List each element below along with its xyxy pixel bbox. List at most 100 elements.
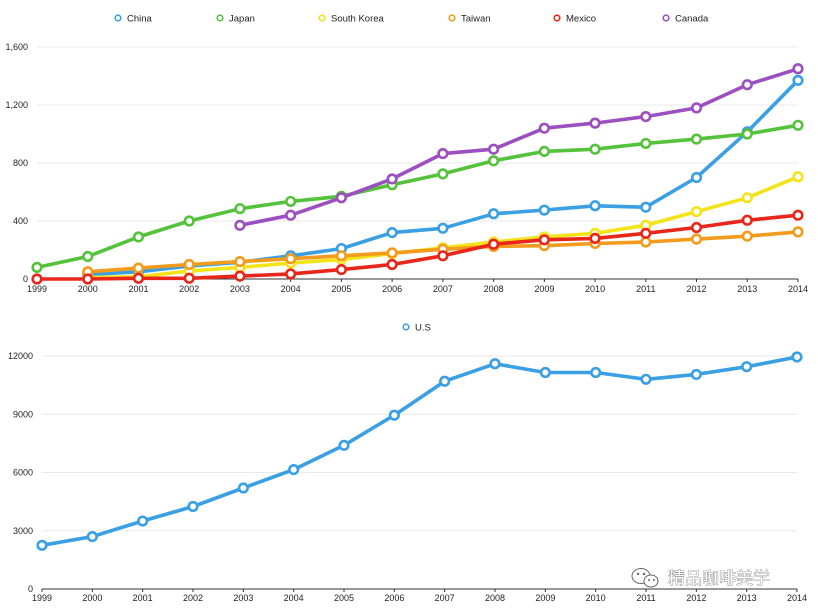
data-point-japan-2011 xyxy=(640,137,652,150)
x-tick-label: 1999 xyxy=(32,593,52,603)
legend-marker-china xyxy=(114,14,122,22)
data-point-mexico-1999 xyxy=(31,273,43,285)
data-point-japan-2009 xyxy=(538,145,550,157)
data-point-japan-2010 xyxy=(589,143,601,155)
data-point-mexico-2009 xyxy=(538,234,550,246)
data-point-china-2008 xyxy=(488,208,500,220)
data-point-canada-2012 xyxy=(690,102,703,114)
y-tick-label: 800 xyxy=(13,158,28,168)
gridlines: 0 3000 6000 9000 12000 xyxy=(8,351,797,594)
data-point-mexico-2000 xyxy=(82,273,94,285)
x-tick-label: 2013 xyxy=(737,593,757,603)
y-tick-label: 0 xyxy=(23,274,28,284)
x-tick-label: 2010 xyxy=(586,593,606,603)
data-point-u-s-2011 xyxy=(640,373,652,385)
x-tick-label: 2004 xyxy=(284,593,304,603)
data-point-japan-2012 xyxy=(690,133,703,145)
x-axis: 1999 2000 2001 2002 2003 2004 2005 2006 2007 2008… xyxy=(32,589,807,603)
y-tick-label: 0 xyxy=(28,584,33,594)
data-point-canada-2013 xyxy=(741,79,753,91)
x-tick-label: 2006 xyxy=(384,593,404,603)
data-point-taiwan-2001 xyxy=(132,262,145,274)
y-tick-label: 9000 xyxy=(13,409,33,419)
legend-label-south-korea: South Korea xyxy=(331,14,385,25)
data-point-u-s-2004 xyxy=(288,463,300,476)
data-point-japan-2000 xyxy=(82,250,94,263)
series-line-canada xyxy=(238,67,800,228)
x-tick-label: 2000 xyxy=(78,284,98,294)
data-point-mexico-2014 xyxy=(792,209,804,221)
data-point-taiwan-2005 xyxy=(335,250,348,262)
x-tick-label: 2005 xyxy=(334,593,354,603)
data-point-canada-2010 xyxy=(589,117,601,129)
data-point-mexico-2003 xyxy=(234,270,246,282)
data-point-south-korea-2012 xyxy=(690,205,703,218)
y-tick-label: 1,600 xyxy=(5,42,28,52)
data-point-japan-1999 xyxy=(31,261,43,274)
data-point-mexico-2007 xyxy=(437,250,449,262)
x-axis: 1999 2000 2001 2002 2003 2004 2005 2006 2007 2008… xyxy=(27,279,808,294)
x-tick-label: 2010 xyxy=(585,284,605,294)
data-point-taiwan-2002 xyxy=(183,258,195,271)
legend-marker-taiwan xyxy=(448,14,456,22)
x-tick-label: 2009 xyxy=(534,284,554,294)
legend-label-mexico: Mexico xyxy=(566,14,596,25)
data-point-mexico-2013 xyxy=(741,214,753,226)
y-tick-label: 1,200 xyxy=(5,100,28,110)
data-point-mexico-2011 xyxy=(640,227,652,239)
data-point-japan-2003 xyxy=(234,203,246,215)
data-point-mexico-2005 xyxy=(335,263,348,276)
legend-label-taiwan: Taiwan xyxy=(461,14,491,25)
data-point-south-korea-2013 xyxy=(741,192,753,204)
data-point-mexico-2010 xyxy=(589,232,601,244)
data-point-canada-2004 xyxy=(285,209,297,221)
data-point-mexico-2006 xyxy=(386,258,398,271)
x-tick-label: 2003 xyxy=(230,284,250,294)
series-line-u-s xyxy=(40,355,799,548)
data-point-china-2007 xyxy=(437,222,449,234)
chart-top-countries: 0 400 800 1,200 1,600 1999 2000 2001 2002 2003 200… xyxy=(5,14,808,295)
data-point-canada-2009 xyxy=(538,122,550,134)
legend-label-china: China xyxy=(127,14,153,25)
x-tick-label: 2005 xyxy=(331,284,351,294)
data-point-canada-2014 xyxy=(792,63,804,75)
data-point-u-s-2008 xyxy=(489,358,501,370)
data-point-u-s-2002 xyxy=(187,500,199,513)
legend: China Japan South Korea Taiwan Mexico Canada xyxy=(114,14,709,25)
x-tick-label: 2012 xyxy=(686,593,706,603)
legend-label-japan: Japan xyxy=(229,14,255,25)
legend: U.S xyxy=(402,323,431,334)
x-tick-label: 2001 xyxy=(133,593,153,603)
data-point-u-s-2010 xyxy=(590,366,602,379)
watermark-text: 精品咖啡美学 xyxy=(668,569,770,589)
x-tick-label: 2014 xyxy=(787,593,807,603)
gridlines: 0 400 800 1,200 1,600 xyxy=(5,42,798,284)
series-line-japan xyxy=(35,123,800,270)
data-point-taiwan-2004 xyxy=(285,253,297,265)
x-tick-label: 2001 xyxy=(128,284,148,294)
data-point-japan-2007 xyxy=(437,168,449,180)
data-point-mexico-2004 xyxy=(285,268,297,280)
x-tick-label: 2004 xyxy=(281,284,301,294)
x-tick-label: 2011 xyxy=(636,593,655,603)
data-point-u-s-2013 xyxy=(741,361,753,373)
data-point-u-s-2001 xyxy=(137,515,149,527)
data-point-taiwan-2011 xyxy=(640,236,652,248)
data-point-u-s-2007 xyxy=(439,375,451,387)
data-point-taiwan-2012 xyxy=(690,233,703,245)
x-tick-label: 2008 xyxy=(484,284,504,294)
legend-marker-south-korea xyxy=(318,14,326,22)
data-point-canada-2005 xyxy=(335,192,348,204)
x-tick-label: 2006 xyxy=(382,284,402,294)
legend-marker-u-s xyxy=(402,323,410,331)
data-point-japan-2002 xyxy=(183,215,195,227)
x-tick-label: 2007 xyxy=(433,284,453,294)
data-point-mexico-2012 xyxy=(690,221,703,234)
x-tick-label: 2008 xyxy=(485,593,505,603)
series-line-mexico xyxy=(35,213,800,281)
data-point-japan-2008 xyxy=(488,155,500,167)
data-point-u-s-2012 xyxy=(690,368,702,381)
data-point-japan-2013 xyxy=(741,128,753,140)
x-tick-label: 1999 xyxy=(27,284,47,294)
